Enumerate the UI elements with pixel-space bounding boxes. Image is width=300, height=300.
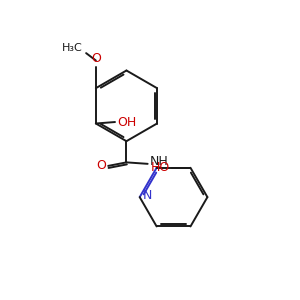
Text: NH: NH [150,155,169,168]
Text: H₃C: H₃C [62,43,82,53]
Text: HO: HO [151,161,170,174]
Text: O: O [96,159,106,172]
Text: OH: OH [117,116,136,128]
Text: O: O [91,52,101,65]
Text: N: N [143,189,153,202]
